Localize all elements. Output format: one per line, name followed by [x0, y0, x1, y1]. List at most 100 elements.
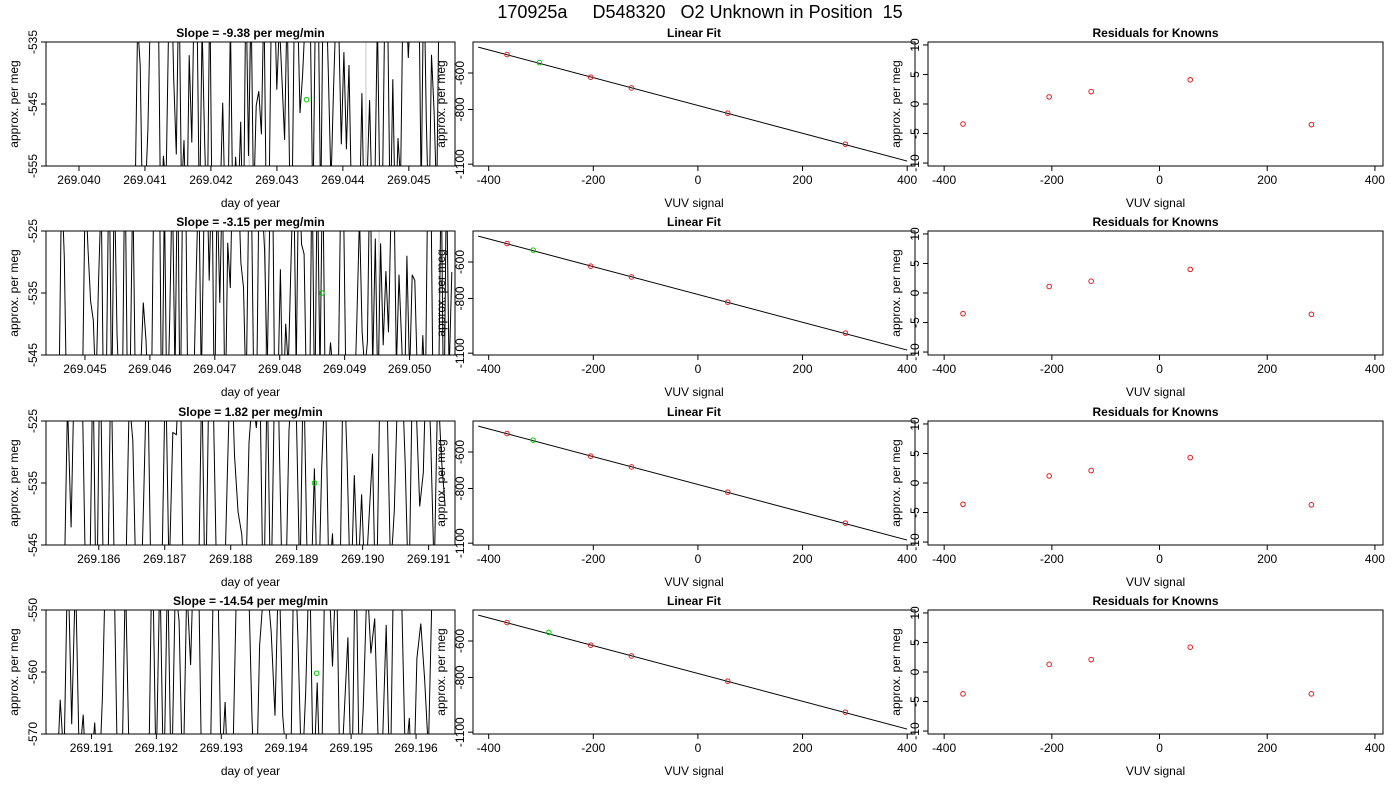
known-point	[587, 263, 594, 269]
fit-line	[478, 425, 908, 541]
panel-data	[58, 231, 453, 355]
x-tick-label: 269.189	[275, 552, 319, 566]
panel-data	[64, 421, 446, 545]
x-tick-label: 200	[1257, 173, 1277, 187]
y-tick-label: -800	[453, 665, 467, 689]
x-axis-label: VUV signal	[1126, 575, 1185, 589]
x-tick-label: 0	[695, 552, 702, 566]
x-tick-label: 269.043	[255, 173, 299, 187]
y-tick-label: -600	[453, 629, 467, 653]
residual-point	[960, 691, 966, 697]
y-tick-label: -10	[908, 533, 922, 551]
unknown-point	[311, 480, 318, 486]
y-tick-label: -535	[26, 30, 40, 54]
y-tick-label: 5	[908, 260, 922, 267]
x-tick-label: 269.041	[123, 173, 167, 187]
y-tick-label: -555	[26, 154, 40, 178]
y-tick-label: -800	[453, 97, 467, 121]
residual-point	[1046, 661, 1052, 668]
y-tick-label: -560	[26, 660, 40, 684]
y-tick-label: -5	[908, 128, 922, 139]
known-point	[628, 85, 635, 91]
x-axis-label: VUV signal	[664, 575, 723, 589]
panel-12	[927, 609, 1384, 735]
x-axis-label: VUV signal	[1126, 196, 1185, 210]
known-point	[628, 274, 635, 280]
known-point	[504, 430, 510, 437]
x-tick-label: 400	[897, 173, 917, 187]
x-tick-label: 400	[1365, 741, 1385, 755]
unknown-point	[530, 437, 536, 443]
residual-point	[960, 501, 966, 508]
x-tick-label: 0	[695, 173, 702, 187]
x-tick-label: -400	[477, 741, 501, 755]
residual-point	[1088, 278, 1094, 284]
y-tick-label: 10	[908, 227, 922, 241]
figure-title: 170925a D548320 O2 Unknown in Position 1…	[497, 2, 903, 22]
residual-point	[1308, 311, 1315, 318]
x-tick-label: 400	[897, 362, 917, 376]
residual-point	[1308, 502, 1315, 508]
y-tick-label: 0	[908, 668, 922, 675]
panel-data	[478, 46, 908, 162]
known-point	[587, 453, 594, 459]
y-tick-label: 0	[908, 479, 922, 486]
plot-frame	[927, 420, 1384, 546]
y-tick-label: 10	[908, 606, 922, 620]
x-tick-label: 0	[1156, 173, 1163, 187]
residual-point	[1187, 644, 1194, 651]
known-point	[842, 330, 849, 336]
x-tick-label: 200	[1257, 741, 1277, 755]
panel-data	[960, 76, 1315, 128]
y-tick-label: 5	[908, 450, 922, 457]
x-axis-label: VUV signal	[1126, 764, 1185, 778]
x-axis-label: day of year	[221, 385, 280, 399]
x-tick-label: 200	[793, 362, 813, 376]
y-tick-label: -10	[908, 154, 922, 172]
y-tick-label: -600	[453, 250, 467, 274]
x-tick-label: -400	[932, 741, 956, 755]
y-tick-label: -535	[26, 471, 40, 495]
y-tick-label: -545	[26, 533, 40, 557]
y-axis-label: approx. per meg	[7, 628, 21, 715]
x-tick-label: 400	[1365, 173, 1385, 187]
y-axis-label: approx. per meg	[434, 628, 448, 715]
y-tick-label: -1100	[453, 149, 467, 179]
y-axis-label: approx. per meg	[7, 439, 21, 526]
known-point	[724, 299, 731, 305]
y-tick-label: -10	[908, 722, 922, 740]
residual-point	[1187, 76, 1194, 83]
x-tick-label: -200	[1040, 552, 1064, 566]
y-axis-label: approx. per meg	[7, 249, 21, 336]
y-tick-label: 10	[908, 417, 922, 431]
panel-title: Residuals for Knowns	[1092, 594, 1218, 608]
residual-point	[1088, 88, 1094, 95]
panel-data	[478, 425, 908, 541]
panel-title: Linear Fit	[667, 215, 721, 229]
data-series-line	[58, 231, 453, 355]
x-tick-label: 269.044	[321, 173, 365, 187]
data-series-line	[135, 42, 440, 166]
y-axis-label: approx. per meg	[434, 439, 448, 526]
panel-data	[478, 614, 908, 730]
y-tick-label: 10	[908, 38, 922, 52]
known-point	[504, 240, 510, 247]
x-tick-label: 200	[793, 552, 813, 566]
x-tick-label: 400	[1365, 552, 1385, 566]
unknown-point	[303, 96, 310, 103]
residual-point	[1046, 473, 1052, 479]
x-tick-label: -400	[477, 552, 501, 566]
known-point	[587, 642, 594, 648]
x-tick-label: 269.196	[394, 741, 438, 755]
known-point	[724, 678, 731, 684]
x-tick-label: 400	[897, 741, 917, 755]
panel-title: Linear Fit	[667, 405, 721, 419]
x-tick-label: -200	[1040, 362, 1064, 376]
plot-frame	[927, 609, 1384, 735]
panel-11	[472, 609, 916, 735]
x-axis-label: VUV signal	[664, 764, 723, 778]
y-tick-label: -5	[908, 507, 922, 518]
x-tick-label: 200	[1257, 552, 1277, 566]
known-point	[724, 489, 731, 495]
x-tick-label: 269.047	[193, 362, 237, 376]
